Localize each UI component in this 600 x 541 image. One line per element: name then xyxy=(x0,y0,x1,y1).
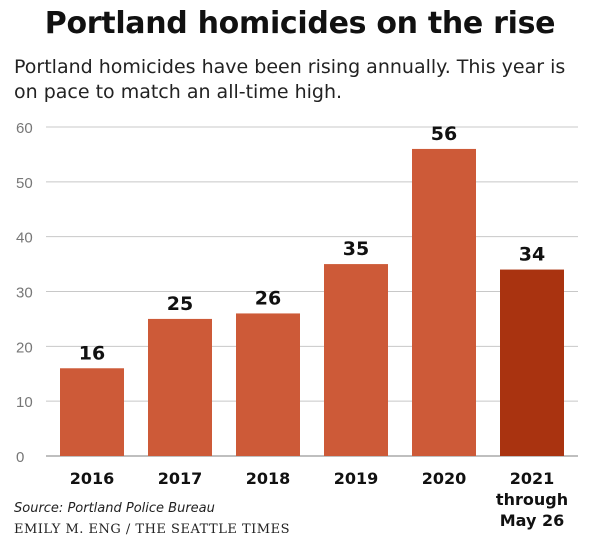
data-label: 35 xyxy=(343,238,369,260)
x-tick-label: 2019 xyxy=(334,469,379,488)
x-tick-label: 2021 through May 26 xyxy=(496,469,568,530)
data-label: 34 xyxy=(519,244,545,266)
y-tick-label: 50 xyxy=(16,175,33,192)
x-tick-label: 2017 xyxy=(158,469,203,488)
y-tick-label: 20 xyxy=(16,339,33,356)
x-axis-ticks: 2016 2017 2018 2019 2020 2021 through May 26 xyxy=(70,469,568,530)
bar-1 xyxy=(148,318,212,456)
bar-0 xyxy=(60,368,124,456)
bars xyxy=(60,148,564,456)
x-tick-label: 2018 xyxy=(246,469,291,488)
data-label: 26 xyxy=(255,287,281,309)
y-tick-label: 60 xyxy=(16,120,33,137)
x-tick-label: 2020 xyxy=(422,469,467,488)
chart-subtitle: Portland homicides have been rising annu… xyxy=(14,56,566,103)
y-tick-label: 10 xyxy=(16,394,33,411)
bar-4 xyxy=(412,148,476,456)
data-label: 56 xyxy=(431,123,457,145)
y-tick-label: 40 xyxy=(16,230,33,247)
credit-line: EMILY M. ENG / THE SEATTLE TIMES xyxy=(14,522,290,537)
data-labels: 16 25 26 35 56 34 xyxy=(79,123,545,364)
bar-2 xyxy=(236,313,300,456)
source-note: Source: Portland Police Bureau xyxy=(14,501,215,516)
gridlines: 0 10 20 30 40 50 60 xyxy=(16,120,578,466)
chart-title: Portland homicides on the rise xyxy=(44,6,556,41)
y-tick-label: 30 xyxy=(16,285,33,302)
data-label: 25 xyxy=(167,293,193,315)
data-label: 16 xyxy=(79,342,105,364)
bar-3 xyxy=(324,264,388,456)
y-tick-label: 0 xyxy=(16,449,24,466)
x-tick-label: 2016 xyxy=(70,469,115,488)
bar-5 xyxy=(500,269,564,456)
